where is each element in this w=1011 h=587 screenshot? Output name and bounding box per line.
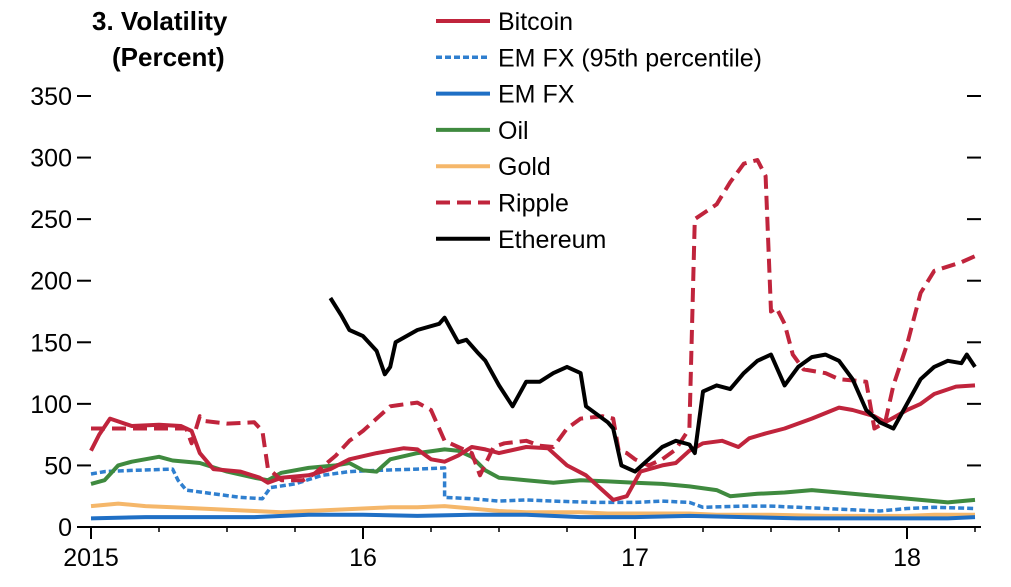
chart-title: 3. Volatility xyxy=(92,6,228,36)
series-line-em-fx xyxy=(90,512,976,521)
legend-label: Oil xyxy=(498,117,529,145)
legend: Bitcoin EM FX (95th percentile) EM FX Oil Go… xyxy=(436,8,762,254)
legend-label: Gold xyxy=(498,153,551,181)
legend-label: EM FX (95th percentile) xyxy=(498,44,762,72)
y-tick-label: 100 xyxy=(30,391,72,419)
series-line-em-fx-95th-percentile xyxy=(90,466,976,513)
axes: 0 50 100 150 200 250 300 350 2015 16 17 18 xyxy=(30,83,981,572)
x-tick-label: 2015 xyxy=(63,544,119,572)
x-tick-label: 18 xyxy=(893,544,921,572)
y-tick-label: 0 xyxy=(58,514,72,542)
y-tick-label: 150 xyxy=(30,329,72,357)
legend-label: Ripple xyxy=(498,190,569,218)
series-line-gold xyxy=(90,501,975,518)
y-tick-label: 300 xyxy=(30,145,72,173)
y-tick-label: 200 xyxy=(30,268,72,296)
y-tick-label: 250 xyxy=(30,206,72,234)
y-axis-label: (Percent) xyxy=(112,42,225,72)
x-tick-label: 16 xyxy=(349,544,377,572)
legend-label: EM FX xyxy=(498,81,575,109)
legend-label: Bitcoin xyxy=(498,8,573,36)
legend-label: Ethereum xyxy=(498,226,606,254)
series-line-ethereum xyxy=(328,296,977,474)
y-tick-label: 350 xyxy=(30,83,72,111)
x-tick-label: 17 xyxy=(621,544,649,572)
series-layer xyxy=(89,158,977,521)
series-line-bitcoin xyxy=(89,383,976,502)
y-tick-label: 50 xyxy=(44,452,72,480)
